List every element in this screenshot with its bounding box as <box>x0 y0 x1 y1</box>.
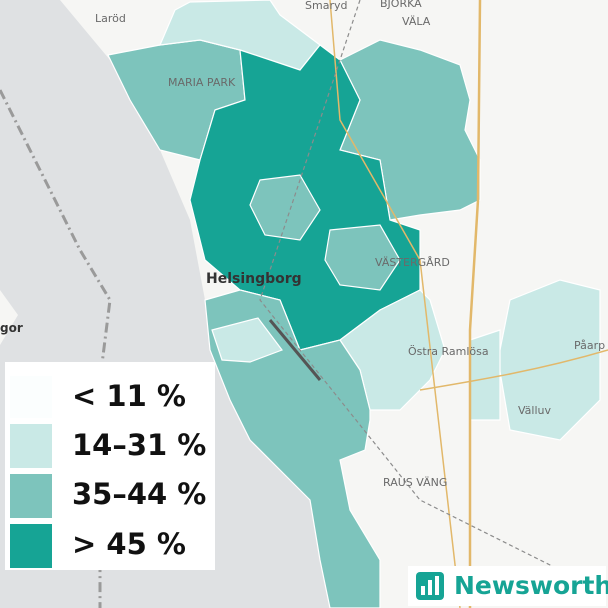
place-label: Välluv <box>518 404 551 417</box>
region <box>324 224 401 291</box>
legend-swatch <box>10 376 52 418</box>
region <box>204 289 381 608</box>
region <box>211 317 283 363</box>
legend-swatch <box>10 424 52 468</box>
place-labels: Laröd Smaryd BJÖRKA VÄLA MARIA PARK Hels… <box>0 0 605 489</box>
place-label: Påarp <box>574 339 605 352</box>
place-label: Östra Ramlösa <box>408 345 489 358</box>
logo-bar <box>435 576 439 595</box>
logo-bar <box>421 586 425 595</box>
place-label: RAUS VÄNG <box>383 476 447 489</box>
place-label: Smaryd <box>305 0 347 12</box>
legend-swatch <box>10 524 52 568</box>
region <box>159 0 321 71</box>
place-label: VÄSTERGÅRD <box>375 256 450 269</box>
railyard <box>268 319 322 381</box>
place-label: gor <box>0 321 23 335</box>
legend-label: > 45 % <box>72 527 186 561</box>
place-label: Laröd <box>95 12 126 25</box>
place-label: MARIA PARK <box>168 76 236 89</box>
legend-label: 14–31 % <box>72 428 206 462</box>
road <box>468 0 482 608</box>
legend-swatch <box>10 474 52 518</box>
brand-logo: Newsworthy <box>408 566 608 606</box>
legend-label: 35–44 % <box>72 477 206 511</box>
legend-label: < 11 % <box>72 379 186 413</box>
place-label: VÄLA <box>402 15 431 28</box>
road <box>329 0 461 608</box>
regions <box>107 0 601 608</box>
region <box>249 174 321 241</box>
place-label: BJÖRKA <box>380 0 422 10</box>
road <box>419 349 608 391</box>
railway <box>259 0 561 571</box>
place-label: Helsingborg <box>206 271 302 287</box>
brand-name: Newsworthy <box>454 571 608 600</box>
logo-bar <box>428 580 432 595</box>
region <box>469 329 501 421</box>
legend: < 11 % 14–31 % 35–44 % > 45 % <box>5 362 215 570</box>
